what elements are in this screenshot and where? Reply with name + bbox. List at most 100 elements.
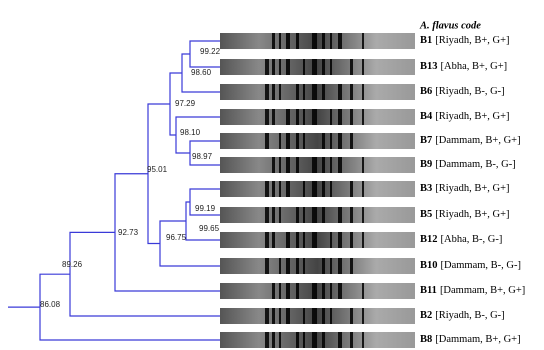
gel-band [265, 59, 269, 75]
gel-band [279, 59, 281, 75]
node-similarity: 89.26 [62, 260, 83, 269]
gel-band [362, 308, 364, 324]
gel-band [265, 133, 269, 149]
gel-band [312, 308, 317, 324]
leaf-info: [Riyadh, B+, G+] [435, 111, 509, 122]
gel-band [330, 33, 332, 49]
leaf-label: B5[Riyadh, B+, G+] [420, 209, 510, 220]
gel-band [272, 59, 275, 75]
leaf-label: B6[Riyadh, B-, G-] [420, 86, 505, 97]
gel-band [350, 332, 353, 348]
gel-lane [220, 258, 415, 274]
gel-band [322, 157, 325, 173]
gel-band [362, 181, 364, 197]
gel-band [330, 308, 332, 324]
node-similarity: 98.97 [192, 152, 213, 161]
gel-band [338, 283, 342, 299]
node-similarity: 98.60 [191, 68, 212, 77]
gel-band [330, 232, 332, 248]
leaf-code: B9 [420, 159, 432, 170]
gel-band [265, 181, 269, 197]
node-similarity: 95.01 [147, 165, 168, 174]
leaf-code: B2 [420, 310, 432, 321]
gel-band [303, 308, 305, 324]
gel-band [296, 207, 299, 223]
gel-band [338, 332, 342, 348]
gel-band [312, 181, 317, 197]
node-similarity: 99.22 [200, 47, 221, 56]
leaf-label: B3[Riyadh, B+, G+] [420, 183, 510, 194]
leaf-label: B9[Dammam, B-, G-] [420, 159, 516, 170]
leaf-code: B10 [420, 260, 438, 271]
gel-band [322, 283, 325, 299]
leaf-info: [Abha, B+, G+] [441, 61, 508, 72]
gel-band [338, 232, 342, 248]
gel-band [362, 332, 364, 348]
gel-band [312, 33, 317, 49]
leaf-info: [Dammam, B-, G-] [441, 260, 521, 271]
gel-band [362, 232, 364, 248]
gel-lane [220, 332, 415, 348]
gel-band [330, 157, 332, 173]
gel-band [312, 157, 317, 173]
gel-band [312, 207, 317, 223]
gel-band [322, 133, 325, 149]
leaf-code: B1 [420, 35, 432, 46]
branch [70, 232, 220, 316]
branch [40, 274, 220, 340]
gel-band [330, 283, 332, 299]
leaf-code: B4 [420, 111, 433, 122]
leaf-label: B8[Dammam, B+, G+] [420, 334, 521, 345]
gel-band [272, 207, 275, 223]
gel-band [272, 332, 275, 348]
gel-band [338, 133, 342, 149]
gel-band [303, 59, 305, 75]
gel-lane [220, 59, 415, 75]
gel-band [303, 332, 305, 348]
gel-band [286, 181, 290, 197]
gel-band [350, 308, 353, 324]
leaf-info: [Riyadh, B-, G-] [435, 310, 504, 321]
gel-band [322, 59, 325, 75]
gel-band [279, 181, 281, 197]
leaf-label: B1[Riyadh, B+, G+] [420, 35, 510, 46]
leaf-label: B11[Dammam, B+, G+] [420, 285, 525, 296]
leaf-info: [Riyadh, B+, G+] [435, 209, 509, 220]
node-similarity: 92.73 [118, 228, 139, 237]
gel-band [279, 332, 281, 348]
dendrogram: A. flavus code B1[Riyadh, B+, G+]B13[Abh… [0, 0, 544, 350]
gel-band [272, 157, 275, 173]
gel-band [362, 109, 364, 125]
node-similarity: 97.29 [175, 99, 196, 108]
gel-lane [220, 308, 415, 324]
gel-band [303, 258, 305, 274]
gel-band [286, 308, 290, 324]
gel-band [272, 33, 275, 49]
leaf-code: B11 [420, 285, 437, 296]
gel-band [296, 109, 299, 125]
gel-band [330, 181, 332, 197]
gel-band [322, 84, 325, 100]
gel-band [350, 133, 353, 149]
header-title: A. flavus code [419, 20, 481, 31]
gel-band [296, 258, 299, 274]
leaf-label: B10[Dammam, B-, G-] [420, 260, 521, 271]
gel-lane [220, 232, 415, 248]
gel-band [322, 181, 325, 197]
gel-band [322, 258, 325, 274]
gel-band [265, 84, 269, 100]
gel-band [362, 33, 364, 49]
gel-band [265, 332, 269, 348]
gel-band [362, 207, 364, 223]
gel-band [362, 283, 364, 299]
gel-band [350, 258, 353, 274]
leaf-code: B3 [420, 183, 432, 194]
gel-band [265, 109, 269, 125]
leaf-label: B2[Riyadh, B-, G-] [420, 310, 505, 321]
gel-band [272, 232, 275, 248]
gel-band [338, 33, 342, 49]
node-similarity: 99.65 [199, 224, 220, 233]
gel-band [330, 258, 332, 274]
leaf-info: [Riyadh, B+, G+] [435, 183, 509, 194]
leaf-info: [Dammam, B+, G+] [435, 334, 520, 345]
